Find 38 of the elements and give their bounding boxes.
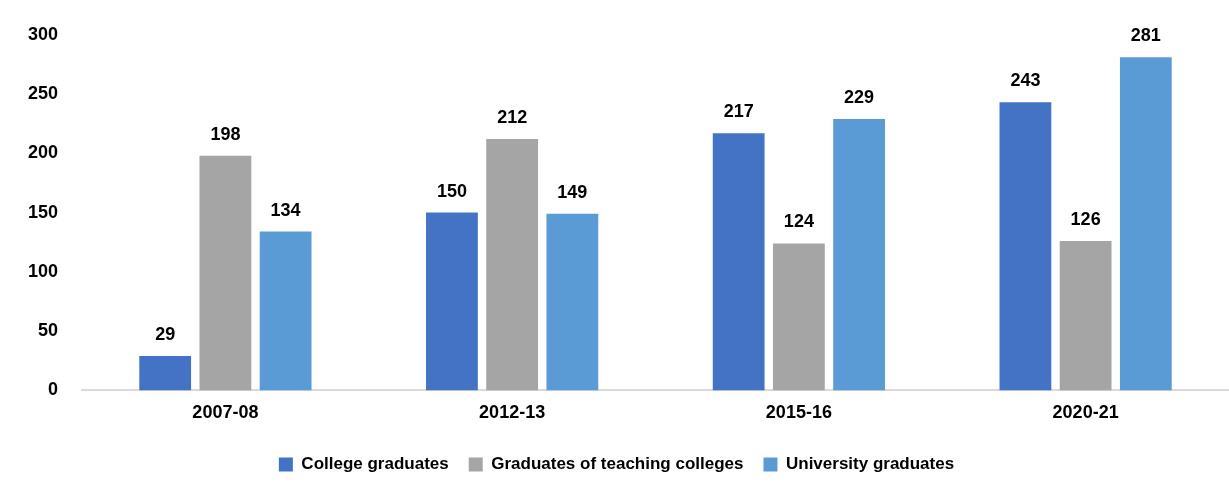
- bar: [259, 231, 312, 391]
- y-tick-label: 300: [27, 23, 59, 44]
- y-tick-label: 200: [27, 142, 59, 163]
- legend-label: Graduates of teaching colleges: [491, 454, 744, 474]
- data-label: 126: [1070, 209, 1101, 230]
- y-tick-label: 50: [38, 320, 59, 341]
- data-label: 229: [844, 86, 875, 107]
- y-tick-label: 250: [27, 83, 59, 104]
- y-tick-label: 150: [27, 201, 59, 222]
- bar: [999, 102, 1052, 391]
- bar: [772, 243, 825, 391]
- data-label: 198: [210, 123, 241, 144]
- y-tick-label: 0: [48, 379, 59, 400]
- data-label: 29: [155, 323, 176, 344]
- data-label: 217: [723, 101, 754, 122]
- data-label: 134: [270, 199, 301, 220]
- bar: [546, 213, 599, 391]
- bar: [139, 356, 192, 391]
- data-label: 243: [1010, 70, 1041, 91]
- bar: [833, 118, 885, 391]
- y-tick-label: 100: [27, 260, 59, 281]
- data-label: 212: [497, 107, 528, 128]
- legend-label: College graduates: [301, 454, 449, 474]
- data-label: 281: [1130, 25, 1161, 46]
- data-label: 150: [436, 180, 467, 201]
- bar: [1119, 57, 1172, 391]
- data-label: 124: [783, 211, 814, 232]
- bar: [426, 212, 478, 391]
- legend-label: University graduates: [785, 454, 955, 474]
- x-tick-label: 2007-08: [192, 402, 259, 423]
- bar: [199, 155, 252, 391]
- x-tick-label: 2012-13: [479, 402, 546, 423]
- x-tick-label: 2015-16: [765, 402, 832, 423]
- data-label: 149: [557, 181, 588, 202]
- bar: [1059, 241, 1112, 391]
- bar: [712, 133, 765, 391]
- bar: [486, 139, 539, 391]
- x-tick-label: 2020-21: [1052, 402, 1119, 423]
